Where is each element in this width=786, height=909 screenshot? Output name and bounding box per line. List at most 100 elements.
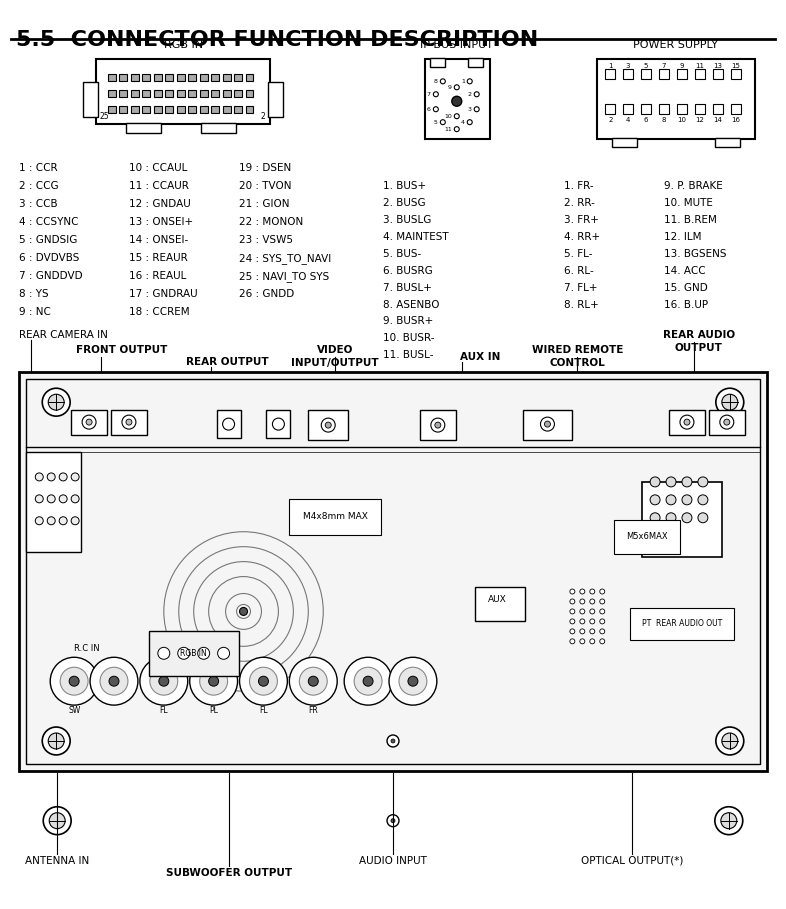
Circle shape xyxy=(47,473,55,481)
Bar xyxy=(731,69,740,79)
Text: 16: 16 xyxy=(731,117,740,124)
Text: 6: 6 xyxy=(644,117,648,124)
Circle shape xyxy=(399,667,427,695)
Text: 2: 2 xyxy=(468,92,472,96)
Circle shape xyxy=(273,418,285,430)
Text: 10. BUSR-: 10. BUSR- xyxy=(383,334,435,344)
Bar xyxy=(420,410,456,440)
Text: 6 : DVDVBS: 6 : DVDVBS xyxy=(20,253,79,263)
Circle shape xyxy=(590,629,595,634)
Text: ANTENNA IN: ANTENNA IN xyxy=(25,855,90,865)
Circle shape xyxy=(454,126,459,132)
Circle shape xyxy=(545,421,550,427)
Text: 9. P. BRAKE: 9. P. BRAKE xyxy=(664,181,723,191)
Circle shape xyxy=(391,819,395,823)
Bar xyxy=(234,90,242,97)
Text: 2: 2 xyxy=(260,112,265,121)
Circle shape xyxy=(541,417,554,431)
Circle shape xyxy=(580,589,585,594)
Bar xyxy=(111,410,147,435)
Text: 3: 3 xyxy=(626,64,630,69)
Text: RGB IN: RGB IN xyxy=(163,40,203,50)
Text: M4x8mm MAX: M4x8mm MAX xyxy=(303,513,368,521)
Circle shape xyxy=(289,657,337,705)
Text: 6. RL-: 6. RL- xyxy=(564,265,594,275)
Bar xyxy=(605,105,615,115)
Bar xyxy=(623,69,634,79)
Text: 6. BUSRG: 6. BUSRG xyxy=(383,265,433,275)
Text: 12. ILM: 12. ILM xyxy=(664,232,702,242)
Text: 9: 9 xyxy=(448,85,452,90)
Bar xyxy=(713,105,723,115)
Text: REAR AUDIO
OUTPUT: REAR AUDIO OUTPUT xyxy=(663,331,735,353)
Circle shape xyxy=(354,667,382,695)
Text: 8: 8 xyxy=(662,117,667,124)
Text: IP-BUS INPUT: IP-BUS INPUT xyxy=(421,40,494,50)
Circle shape xyxy=(433,92,439,96)
Bar xyxy=(177,106,185,114)
Bar xyxy=(119,90,127,97)
Circle shape xyxy=(684,419,690,425)
Bar xyxy=(20,373,766,771)
Bar xyxy=(188,75,196,81)
Circle shape xyxy=(716,727,744,755)
Bar xyxy=(154,106,162,114)
Text: M5x6MAX: M5x6MAX xyxy=(626,532,668,541)
Circle shape xyxy=(570,619,575,624)
Bar xyxy=(659,105,669,115)
Circle shape xyxy=(100,667,128,695)
Text: 5.5  CONNECTOR FUNCTION DESCRIPTION: 5.5 CONNECTOR FUNCTION DESCRIPTION xyxy=(17,29,538,49)
Text: 7: 7 xyxy=(662,64,667,69)
Bar xyxy=(245,75,254,81)
Bar xyxy=(642,482,722,556)
Text: 15 : REAUR: 15 : REAUR xyxy=(129,253,188,263)
Bar xyxy=(234,106,242,114)
Text: AUX: AUX xyxy=(488,595,507,604)
Circle shape xyxy=(600,619,604,624)
Circle shape xyxy=(590,609,595,614)
Text: R.C IN: R.C IN xyxy=(74,644,100,654)
Circle shape xyxy=(42,727,70,755)
Circle shape xyxy=(452,96,461,106)
Circle shape xyxy=(431,418,445,432)
Circle shape xyxy=(48,395,64,410)
Circle shape xyxy=(580,609,585,614)
Circle shape xyxy=(321,418,335,432)
Bar xyxy=(149,632,238,676)
Text: 1. BUS+: 1. BUS+ xyxy=(383,181,426,191)
Text: 2: 2 xyxy=(608,117,612,124)
Text: 10 : CCAUL: 10 : CCAUL xyxy=(129,163,187,173)
Circle shape xyxy=(600,609,604,614)
Circle shape xyxy=(387,735,399,747)
Circle shape xyxy=(580,639,585,644)
Circle shape xyxy=(682,494,692,504)
Text: 10: 10 xyxy=(444,114,452,119)
Circle shape xyxy=(650,513,660,523)
Text: 14. ACC: 14. ACC xyxy=(664,265,706,275)
Text: 1. FR-: 1. FR- xyxy=(564,181,594,191)
Bar xyxy=(659,69,669,79)
Circle shape xyxy=(344,657,392,705)
Text: 10: 10 xyxy=(678,117,686,124)
Circle shape xyxy=(140,657,188,705)
Bar xyxy=(430,58,445,67)
Circle shape xyxy=(308,676,318,686)
Text: 4 : CCSYNC: 4 : CCSYNC xyxy=(20,217,79,227)
Bar xyxy=(165,90,173,97)
Circle shape xyxy=(69,676,79,686)
Text: 21 : GION: 21 : GION xyxy=(238,199,289,209)
Circle shape xyxy=(590,619,595,624)
Text: 18 : CCREM: 18 : CCREM xyxy=(129,306,189,316)
Bar xyxy=(222,90,230,97)
Text: 5. BUS-: 5. BUS- xyxy=(383,249,421,259)
Circle shape xyxy=(59,517,67,524)
Bar xyxy=(597,59,755,139)
Text: 14: 14 xyxy=(714,117,722,124)
Text: FRONT OUTPUT: FRONT OUTPUT xyxy=(76,345,167,355)
Text: 8 : YS: 8 : YS xyxy=(20,288,49,298)
Text: 25: 25 xyxy=(99,112,108,121)
Text: SUBWOOFER OUTPUT: SUBWOOFER OUTPUT xyxy=(166,867,292,877)
Circle shape xyxy=(580,629,585,634)
Circle shape xyxy=(698,513,708,523)
Text: 3: 3 xyxy=(468,106,472,112)
